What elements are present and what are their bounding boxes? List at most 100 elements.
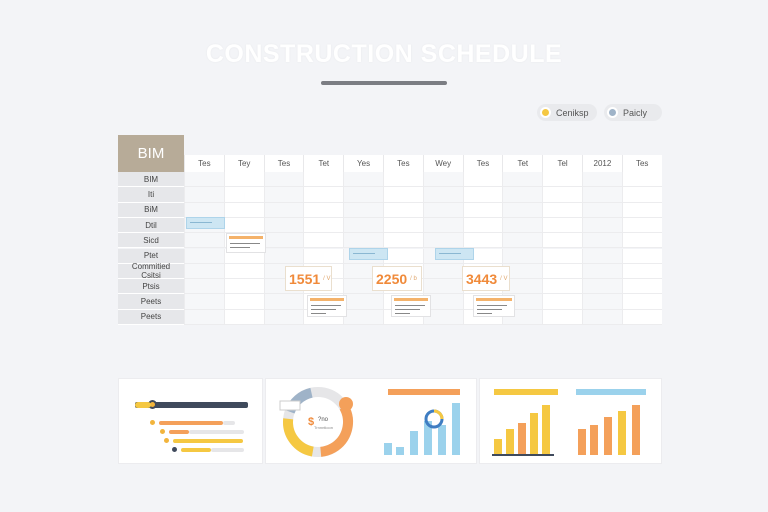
grid-cell[interactable] <box>422 279 463 295</box>
grid-cell[interactable] <box>263 233 304 249</box>
grid-cell[interactable] <box>223 172 264 188</box>
grid-cell[interactable] <box>263 187 304 203</box>
grid-cell[interactable] <box>621 279 662 295</box>
task-bar[interactable] <box>349 248 388 260</box>
grid-cell[interactable] <box>343 217 383 234</box>
grid-cell[interactable] <box>462 233 503 249</box>
grid-cell[interactable] <box>343 187 383 203</box>
column-header[interactable]: Tey <box>223 155 264 172</box>
grid-cell[interactable] <box>184 263 224 280</box>
grid-cell[interactable] <box>383 233 423 249</box>
grid-cell[interactable] <box>303 202 344 218</box>
grid-cell[interactable] <box>542 248 582 264</box>
task-note[interactable] <box>473 295 515 317</box>
grid-cell[interactable] <box>223 217 264 234</box>
legend-pill-1[interactable]: Ceniksp <box>537 104 597 121</box>
column-header[interactable]: Tes <box>383 155 423 172</box>
grid-cell[interactable] <box>621 309 662 325</box>
grid-cell[interactable] <box>263 309 304 325</box>
grid-cell[interactable] <box>502 187 543 203</box>
grid-cell[interactable] <box>621 248 662 264</box>
grid-cell[interactable] <box>621 172 662 188</box>
grid-cell[interactable] <box>542 217 582 234</box>
grid-cell[interactable] <box>502 233 543 249</box>
grid-cell[interactable] <box>422 309 463 325</box>
grid-cell[interactable] <box>223 187 264 203</box>
column-header[interactable]: Tes <box>621 155 662 172</box>
grid-cell[interactable] <box>502 248 543 264</box>
grid-cell[interactable] <box>542 309 582 325</box>
grid-cell[interactable] <box>582 172 622 188</box>
grid-cell[interactable] <box>263 217 304 234</box>
task-note[interactable] <box>307 295 347 317</box>
grid-cell[interactable] <box>422 217 463 234</box>
grid-cell[interactable] <box>462 202 503 218</box>
grid-cell[interactable] <box>343 202 383 218</box>
grid-cell[interactable] <box>582 279 622 295</box>
grid-cell[interactable] <box>383 172 423 188</box>
grid-cell[interactable] <box>184 172 224 188</box>
progress-track[interactable] <box>135 402 248 408</box>
grid-cell[interactable] <box>582 217 622 234</box>
grid-cell[interactable] <box>621 202 662 218</box>
grid-cell[interactable] <box>223 263 264 280</box>
grid-cell[interactable] <box>621 233 662 249</box>
grid-cell[interactable] <box>223 202 264 218</box>
grid-cell[interactable] <box>582 248 622 264</box>
grid-cell[interactable] <box>502 202 543 218</box>
grid-cell[interactable] <box>223 279 264 295</box>
grid-cell[interactable] <box>263 202 304 218</box>
grid-cell[interactable] <box>621 294 662 310</box>
grid-cell[interactable] <box>343 233 383 249</box>
grid-cell[interactable] <box>263 172 304 188</box>
grid-cell[interactable] <box>542 294 582 310</box>
column-header[interactable]: Tes <box>184 155 224 172</box>
grid-cell[interactable] <box>383 217 423 234</box>
grid-cell[interactable] <box>184 279 224 295</box>
grid-cell[interactable] <box>343 294 383 310</box>
column-header[interactable]: Yes <box>343 155 383 172</box>
legend-pill-2[interactable]: Paicly <box>604 104 662 121</box>
grid-cell[interactable] <box>223 309 264 325</box>
grid-cell[interactable] <box>383 187 423 203</box>
grid-cell[interactable] <box>383 202 423 218</box>
column-header[interactable]: Wey <box>422 155 463 172</box>
column-header[interactable]: Tes <box>462 155 503 172</box>
grid-cell[interactable] <box>303 172 344 188</box>
task-bar[interactable] <box>435 248 474 260</box>
grid-cell[interactable] <box>582 263 622 280</box>
grid-cell[interactable] <box>343 172 383 188</box>
column-header[interactable]: Tel <box>542 155 582 172</box>
grid-cell[interactable] <box>542 187 582 203</box>
grid-cell[interactable] <box>582 233 622 249</box>
grid-cell[interactable] <box>582 202 622 218</box>
grid-cell[interactable] <box>422 187 463 203</box>
grid-cell[interactable] <box>263 294 304 310</box>
grid-cell[interactable] <box>303 187 344 203</box>
grid-cell[interactable] <box>542 233 582 249</box>
column-header[interactable]: Tet <box>502 155 543 172</box>
grid-cell[interactable] <box>621 187 662 203</box>
grid-cell[interactable] <box>303 248 344 264</box>
grid-cell[interactable] <box>383 248 423 264</box>
grid-cell[interactable] <box>184 309 224 325</box>
grid-cell[interactable] <box>621 263 662 280</box>
grid-cell[interactable] <box>621 217 662 234</box>
grid-cell[interactable] <box>462 172 503 188</box>
grid-cell[interactable] <box>223 294 264 310</box>
grid-cell[interactable] <box>303 217 344 234</box>
grid-cell[interactable] <box>184 294 224 310</box>
grid-cell[interactable] <box>462 187 503 203</box>
column-header[interactable]: 2012 <box>582 155 622 172</box>
grid-cell[interactable] <box>422 202 463 218</box>
grid-cell[interactable] <box>542 172 582 188</box>
task-note[interactable] <box>226 233 266 253</box>
grid-cell[interactable] <box>422 263 463 280</box>
column-header[interactable]: Tet <box>303 155 344 172</box>
grid-cell[interactable] <box>462 217 503 234</box>
grid-cell[interactable] <box>582 309 622 325</box>
grid-cell[interactable] <box>303 233 344 249</box>
grid-cell[interactable] <box>502 172 543 188</box>
grid-cell[interactable] <box>184 248 224 264</box>
grid-cell[interactable] <box>542 202 582 218</box>
